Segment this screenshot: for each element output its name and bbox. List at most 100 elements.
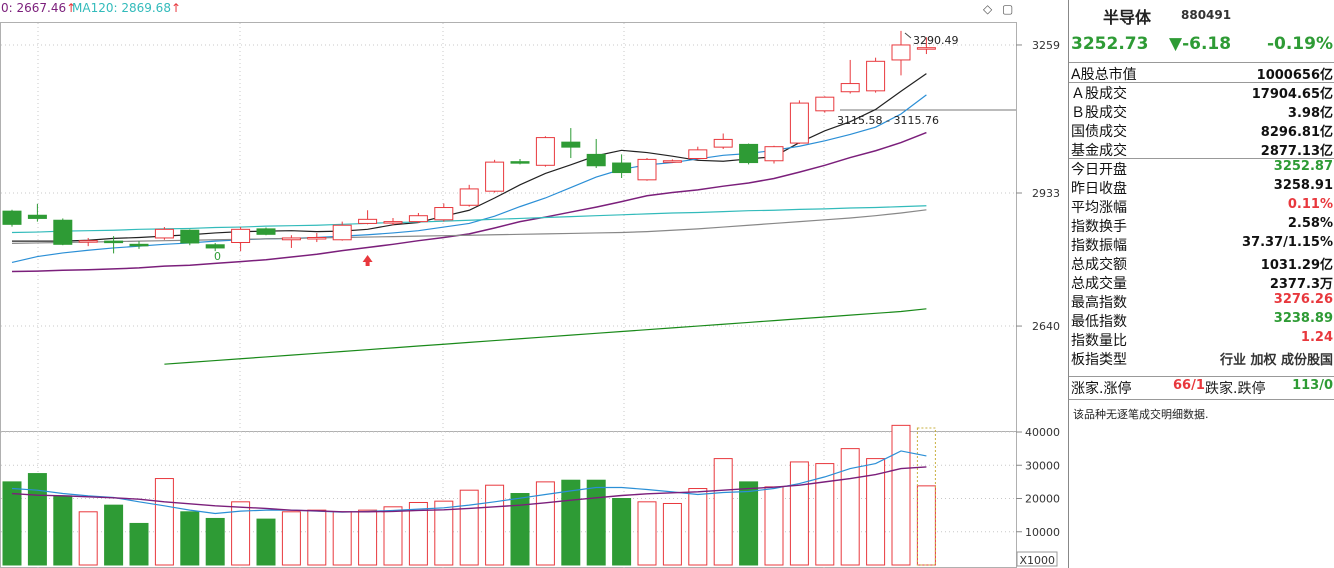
volume-tick-label: 30000 — [1025, 459, 1060, 472]
stat-row: Ｂ股成交 3.98亿 — [1069, 102, 1334, 121]
volume-bar — [281, 511, 301, 566]
volume-bar — [180, 511, 200, 566]
stat-row: 今日开盘 3252.87 — [1069, 159, 1334, 178]
divider — [1069, 62, 1334, 63]
high-marker-icon — [904, 32, 912, 39]
candle-body — [104, 240, 124, 244]
volume-bar — [637, 501, 657, 566]
quote-panel: 半导体 880491 3252.73 ▼-6.18 -0.19% A股总市值 10… — [1068, 0, 1334, 568]
index-code: 880491 — [1181, 8, 1232, 22]
stat-label: 昨日收盘 — [1071, 181, 1127, 197]
up-down-row: 涨家.涨停 66/1 跌家.跌停 113/0 — [1069, 378, 1334, 397]
volume-bar — [2, 481, 22, 566]
candle-body — [459, 188, 479, 206]
candle-body — [180, 229, 200, 244]
stat-value: 3258.91 — [1273, 178, 1333, 193]
small-flag-label: 0 — [214, 250, 221, 263]
candle-body — [53, 219, 73, 245]
candle-body — [662, 160, 682, 163]
stat-label: 今日开盘 — [1071, 162, 1127, 178]
ma120-label: MA120: 2869.68↑ — [72, 1, 181, 15]
diamond-icon[interactable]: ◇ — [983, 2, 993, 16]
volume-bar — [27, 473, 47, 566]
stat-label: 指数量比 — [1071, 333, 1127, 349]
candle-body — [154, 228, 174, 239]
volume-bar — [408, 501, 428, 566]
ma5-line — [12, 73, 927, 242]
stat-row: 昨日收盘 3258.91 — [1069, 178, 1334, 197]
stat-row: 指数换手 2.58% — [1069, 216, 1334, 235]
stat-row: 总成交额 1031.29亿 — [1069, 254, 1334, 273]
stat-value: 行业 加权 成份股国 — [1219, 353, 1333, 368]
divider — [1069, 399, 1334, 400]
candle-body — [510, 161, 530, 164]
candle-body — [2, 210, 22, 225]
stat-row: 指数振幅 37.37/1.15% — [1069, 235, 1334, 254]
candle-body — [764, 146, 784, 162]
down-count-value: 113/0 — [1292, 378, 1333, 393]
candle-body — [408, 215, 428, 223]
candle-body — [434, 207, 454, 221]
stat-label: 最低指数 — [1071, 314, 1127, 330]
volume-bar — [815, 463, 835, 566]
volume-bar — [53, 495, 73, 566]
price-tick-label: 3259 — [1032, 39, 1060, 52]
ma-left-text: 0: 2667.46 — [1, 1, 67, 15]
stat-value: 8296.81亿 — [1260, 125, 1333, 140]
volume-bar — [256, 518, 276, 566]
stat-label: 基金成交 — [1071, 143, 1127, 159]
price-change: ▼-6.18 — [1169, 34, 1232, 54]
stat-value: 2.58% — [1287, 216, 1333, 231]
candle-body — [815, 96, 835, 112]
index-name: 半导体 — [1103, 8, 1152, 27]
volume-bar — [383, 506, 403, 566]
volume-bar — [104, 504, 124, 566]
candle-body — [612, 162, 632, 174]
kline-chart-area[interactable]: 3259 2933 2640 40000 30000 20000 10000 X1000 329… — [0, 0, 1068, 568]
stat-label: 总成交量 — [1071, 276, 1127, 292]
volume-bar — [434, 500, 454, 566]
volume-unit-box — [1016, 551, 1058, 567]
high-label: 3290.49 — [913, 34, 959, 47]
candle-body — [916, 47, 936, 50]
last-price: 3252.73 — [1071, 34, 1149, 54]
minimize-icon[interactable]: ▢ — [1002, 2, 1014, 16]
volume-tick-label: 10000 — [1025, 526, 1060, 539]
volume-bar — [129, 522, 149, 566]
ma-left-label: 0: 2667.46↑ — [1, 1, 76, 15]
candle-body — [27, 214, 47, 219]
volume-bar — [840, 448, 860, 566]
price-change-pct: -0.19% — [1266, 34, 1333, 54]
stat-row: Ａ股成交 17904.65亿 — [1069, 83, 1334, 102]
ma20-line — [11, 131, 927, 273]
candle-body — [205, 244, 225, 249]
stat-row: 指数量比 1.24 — [1069, 330, 1334, 349]
candle-body — [535, 137, 555, 166]
volume-tick-label: 40000 — [1025, 426, 1060, 439]
candle-body — [586, 153, 606, 167]
volume-bar — [789, 461, 809, 566]
candle-body — [281, 237, 301, 241]
volume-bar — [586, 479, 606, 566]
stat-value: 3276.26 — [1273, 292, 1333, 307]
candle-body — [739, 143, 759, 164]
stat-row: 总成交量 2377.3万 — [1069, 273, 1334, 292]
candle-body — [383, 221, 403, 224]
volume-bar — [459, 489, 479, 566]
stat-row: 板指类型 行业 加权 成份股国 — [1069, 349, 1334, 368]
volume-bar — [662, 502, 682, 566]
kline-chart-svg[interactable]: 3259 2933 2640 40000 30000 20000 10000 X1000 329… — [0, 0, 1068, 568]
volume-bar — [713, 458, 733, 566]
candle-body — [129, 243, 149, 247]
candle-body — [561, 141, 581, 148]
stat-row: 最低指数 3238.89 — [1069, 311, 1334, 330]
up-count-label: 涨家.涨停 — [1071, 381, 1132, 397]
price-row: 3252.73 ▼-6.18 -0.19% — [1069, 34, 1334, 54]
stat-label: 平均涨幅 — [1071, 200, 1127, 216]
stat-value: 3238.89 — [1273, 311, 1333, 326]
tick-data-note: 该品种无逐笔成交明细数据. — [1073, 408, 1209, 421]
stat-value: 0.11% — [1287, 197, 1333, 212]
volume-tick-label: 20000 — [1025, 493, 1060, 506]
volume-bar — [561, 479, 581, 566]
stat-row: 最高指数 3276.26 — [1069, 292, 1334, 311]
